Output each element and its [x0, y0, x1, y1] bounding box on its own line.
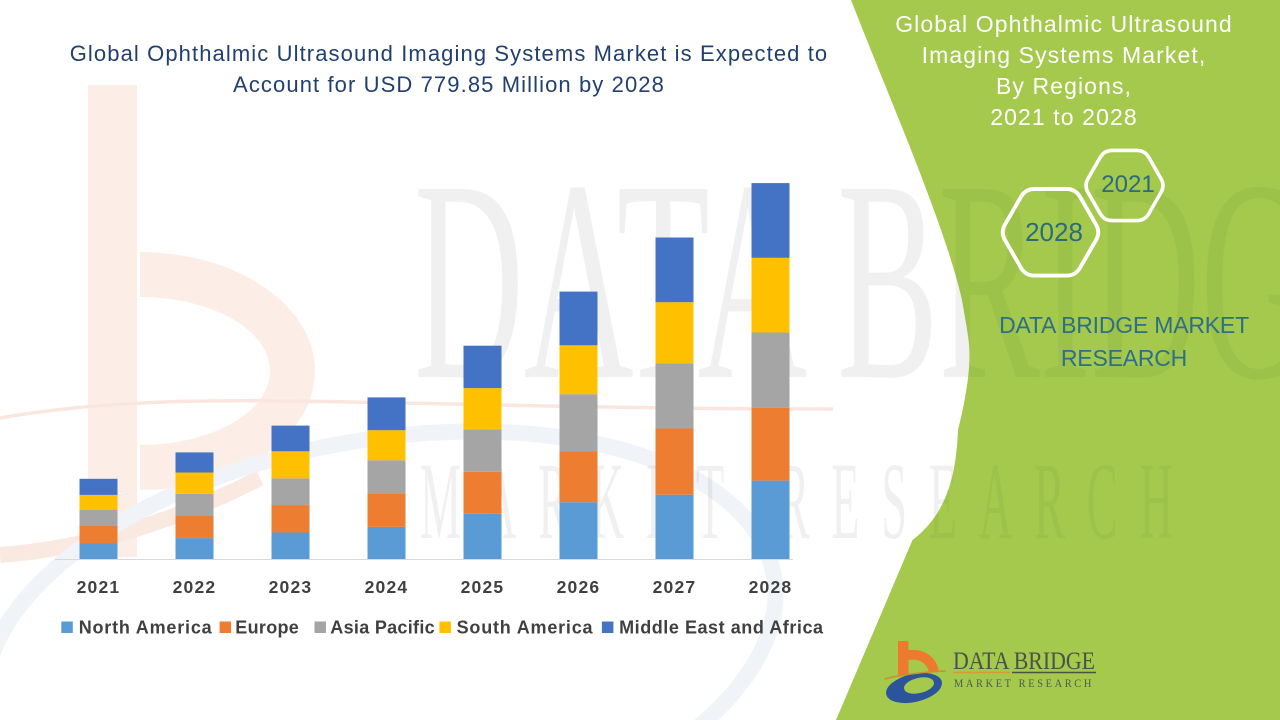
svg-text:2028: 2028: [1025, 217, 1083, 247]
svg-text:Middle East and Africa: Middle East and Africa: [619, 618, 824, 638]
svg-text:2024: 2024: [365, 577, 409, 597]
svg-text:2023: 2023: [269, 577, 313, 597]
svg-text:2027: 2027: [653, 577, 697, 597]
svg-text:North America: North America: [79, 618, 213, 638]
svg-text:2025: 2025: [461, 577, 505, 597]
svg-text:2022: 2022: [173, 577, 217, 597]
svg-text:DATA BRIDGE: DATA BRIDGE: [953, 648, 1095, 675]
svg-text:2026: 2026: [557, 577, 601, 597]
svg-text:Europe: Europe: [235, 618, 299, 638]
svg-text:Asia Pacific: Asia Pacific: [330, 618, 435, 638]
svg-text:2028: 2028: [749, 577, 793, 597]
svg-text:2021: 2021: [1101, 171, 1154, 198]
svg-text:South America: South America: [457, 618, 594, 638]
svg-text:MARKET RESEARCH: MARKET RESEARCH: [954, 676, 1094, 690]
svg-text:2021: 2021: [77, 577, 121, 597]
